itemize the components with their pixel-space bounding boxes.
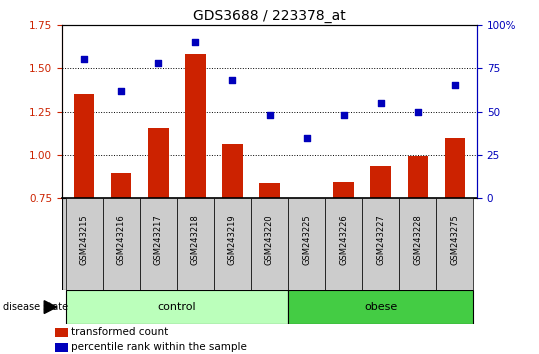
Text: GSM243215: GSM243215 xyxy=(80,214,89,265)
Text: GSM243226: GSM243226 xyxy=(339,214,348,265)
Bar xyxy=(370,166,391,198)
Text: GSM243227: GSM243227 xyxy=(376,214,385,265)
Bar xyxy=(140,198,177,290)
Text: GSM243216: GSM243216 xyxy=(117,214,126,265)
Bar xyxy=(407,156,428,198)
Bar xyxy=(66,198,103,290)
Polygon shape xyxy=(44,301,57,314)
Text: GSM243228: GSM243228 xyxy=(413,214,422,265)
Bar xyxy=(66,290,288,324)
Point xyxy=(191,39,199,45)
Point xyxy=(265,112,274,118)
Bar xyxy=(185,54,205,198)
Bar xyxy=(111,173,132,198)
Bar xyxy=(214,198,251,290)
Point xyxy=(302,135,311,140)
Point xyxy=(451,82,459,88)
Bar xyxy=(251,198,288,290)
Point xyxy=(413,109,422,114)
Text: GDS3688 / 223378_at: GDS3688 / 223378_at xyxy=(193,9,346,23)
Bar xyxy=(222,144,243,198)
Bar xyxy=(296,198,317,199)
Bar xyxy=(399,198,436,290)
Bar xyxy=(177,198,214,290)
Point xyxy=(117,88,126,93)
Text: obese: obese xyxy=(364,302,397,312)
Bar xyxy=(288,198,325,290)
Point xyxy=(340,112,348,118)
Bar xyxy=(56,327,68,337)
Bar xyxy=(288,290,473,324)
Bar xyxy=(259,183,280,198)
Bar xyxy=(74,94,94,198)
Bar xyxy=(103,198,140,290)
Point xyxy=(376,100,385,105)
Bar xyxy=(362,198,399,290)
Text: GSM243275: GSM243275 xyxy=(450,214,459,265)
Bar xyxy=(56,343,68,352)
Text: GSM243217: GSM243217 xyxy=(154,214,163,265)
Text: percentile rank within the sample: percentile rank within the sample xyxy=(71,342,247,352)
Text: GSM243218: GSM243218 xyxy=(191,214,200,265)
Point xyxy=(80,57,88,62)
Bar xyxy=(325,198,362,290)
Text: control: control xyxy=(157,302,196,312)
Text: disease state: disease state xyxy=(3,302,68,312)
Bar xyxy=(436,198,473,290)
Text: transformed count: transformed count xyxy=(71,327,168,337)
Text: GSM243225: GSM243225 xyxy=(302,214,311,265)
Text: GSM243219: GSM243219 xyxy=(228,214,237,265)
Bar xyxy=(334,182,354,198)
Point xyxy=(228,78,237,83)
Text: GSM243220: GSM243220 xyxy=(265,214,274,265)
Bar xyxy=(445,137,465,198)
Bar xyxy=(148,128,169,198)
Point xyxy=(154,60,163,66)
